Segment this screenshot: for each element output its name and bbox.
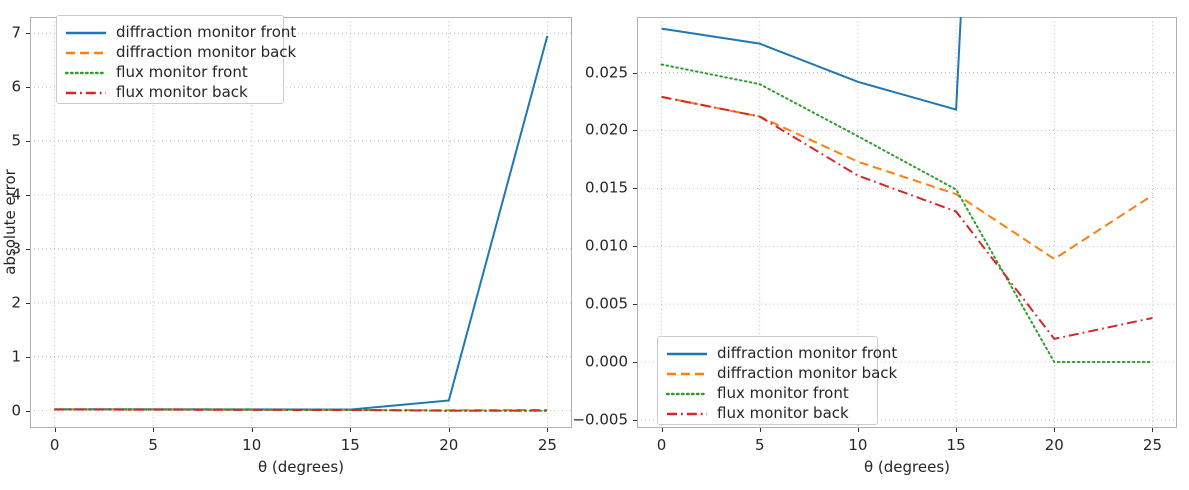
xtick-mark	[153, 428, 155, 432]
right-plot-canvas	[637, 17, 1177, 428]
ytick-mark	[26, 33, 30, 35]
ytick-label: 0.005	[585, 294, 628, 313]
xtick-mark	[547, 428, 549, 432]
ytick-mark	[26, 410, 30, 412]
ytick-mark	[26, 87, 30, 89]
ytick-mark	[633, 188, 637, 190]
xtick-label: 15	[340, 436, 360, 454]
legend-label: diffraction monitor front	[717, 343, 898, 362]
legend-item[interactable]: flux monitor front	[665, 383, 869, 403]
legend-item[interactable]: diffraction monitor back	[65, 42, 296, 62]
ytick-label: 3	[11, 239, 21, 258]
xtick-label: 0	[656, 436, 667, 454]
xtick-label: 5	[148, 436, 158, 454]
legend-line-swatch	[64, 65, 108, 79]
ytick-label: −0.005	[572, 410, 628, 429]
right-legend[interactable]: diffraction monitor front diffraction mon…	[657, 336, 897, 425]
left-yaxis-label: absolute error	[1, 169, 19, 275]
legend-label: diffraction monitor back	[116, 42, 297, 61]
xtick-mark	[1054, 428, 1056, 432]
right-xaxis-label: θ (degrees)	[863, 458, 951, 476]
ytick-mark	[26, 356, 30, 358]
legend-label: flux monitor back	[717, 403, 849, 422]
ytick-mark	[633, 362, 637, 363]
left-xaxis-label: θ (degrees)	[257, 458, 345, 476]
legend-line-swatch	[665, 386, 709, 400]
ytick-mark	[633, 130, 637, 132]
ytick-label: 0.015	[585, 178, 628, 197]
xtick-mark	[956, 428, 958, 432]
ytick-label: 5	[11, 131, 21, 150]
ytick-label: 6	[11, 77, 21, 96]
legend-line-swatch	[666, 406, 708, 420]
ytick-mark	[633, 72, 637, 74]
xtick-label: 25	[1142, 436, 1162, 454]
legend-item[interactable]: flux monitor back	[65, 82, 275, 102]
xtick-label: 20	[439, 436, 459, 454]
ytick-mark	[633, 246, 637, 248]
legend-line-swatch	[666, 346, 708, 360]
xtick-mark	[661, 428, 663, 432]
legend-item[interactable]: diffraction monitor front	[65, 22, 296, 42]
legend-label: flux monitor front	[717, 383, 849, 402]
ytick-label: 0.010	[585, 236, 628, 255]
xtick-label: 0	[49, 436, 60, 454]
legend-label: diffraction monitor front	[116, 22, 297, 41]
ytick-label: 1	[11, 347, 21, 366]
series-line	[54, 408, 548, 412]
ytick-label: 2	[11, 293, 21, 312]
ytick-label: 4	[11, 185, 21, 204]
ytick-mark	[26, 141, 30, 143]
xtick-mark	[448, 428, 450, 432]
ytick-label: 0.000	[585, 352, 628, 371]
xtick-mark	[1152, 428, 1154, 432]
legend-label: flux monitor front	[116, 62, 248, 81]
legend-item[interactable]: diffraction monitor back	[666, 363, 897, 383]
series-line	[661, 95, 1153, 340]
xtick-mark	[759, 428, 761, 432]
legend-line-swatch	[666, 366, 708, 380]
xtick-label: 10	[242, 436, 262, 454]
ytick-label: 0	[11, 401, 21, 420]
legend-item[interactable]: flux monitor back	[666, 403, 869, 423]
ytick-mark	[633, 419, 637, 421]
legend-item[interactable]: diffraction monitor front	[666, 343, 897, 363]
xtick-mark	[350, 428, 352, 432]
ytick-label: 7	[11, 23, 21, 42]
legend-line-swatch	[65, 85, 107, 99]
series-line	[660, 63, 1154, 364]
series-line	[661, 95, 1153, 261]
series-line	[661, 17, 962, 111]
xtick-label: 20	[1044, 436, 1064, 454]
xtick-mark	[54, 428, 56, 432]
legend-label: flux monitor back	[116, 82, 248, 101]
xtick-label: 10	[848, 436, 868, 454]
xtick-mark	[857, 428, 859, 432]
xtick-label: 5	[754, 436, 765, 454]
legend-line-swatch	[65, 45, 107, 59]
ytick-mark	[26, 248, 30, 250]
xtick-label: 15	[946, 436, 966, 454]
ytick-mark	[26, 194, 30, 196]
xtick-mark	[251, 428, 253, 432]
ytick-label: 0.025	[585, 63, 628, 82]
ytick-label: 0.020	[585, 120, 628, 139]
ytick-mark	[26, 302, 30, 304]
legend-item[interactable]: flux monitor front	[64, 62, 275, 82]
legend-label: diffraction monitor back	[717, 363, 898, 382]
left-legend[interactable]: diffraction monitor front diffraction mon…	[56, 15, 296, 104]
xtick-label: 25	[537, 436, 557, 454]
ytick-mark	[633, 304, 637, 306]
legend-line-swatch	[65, 25, 107, 39]
